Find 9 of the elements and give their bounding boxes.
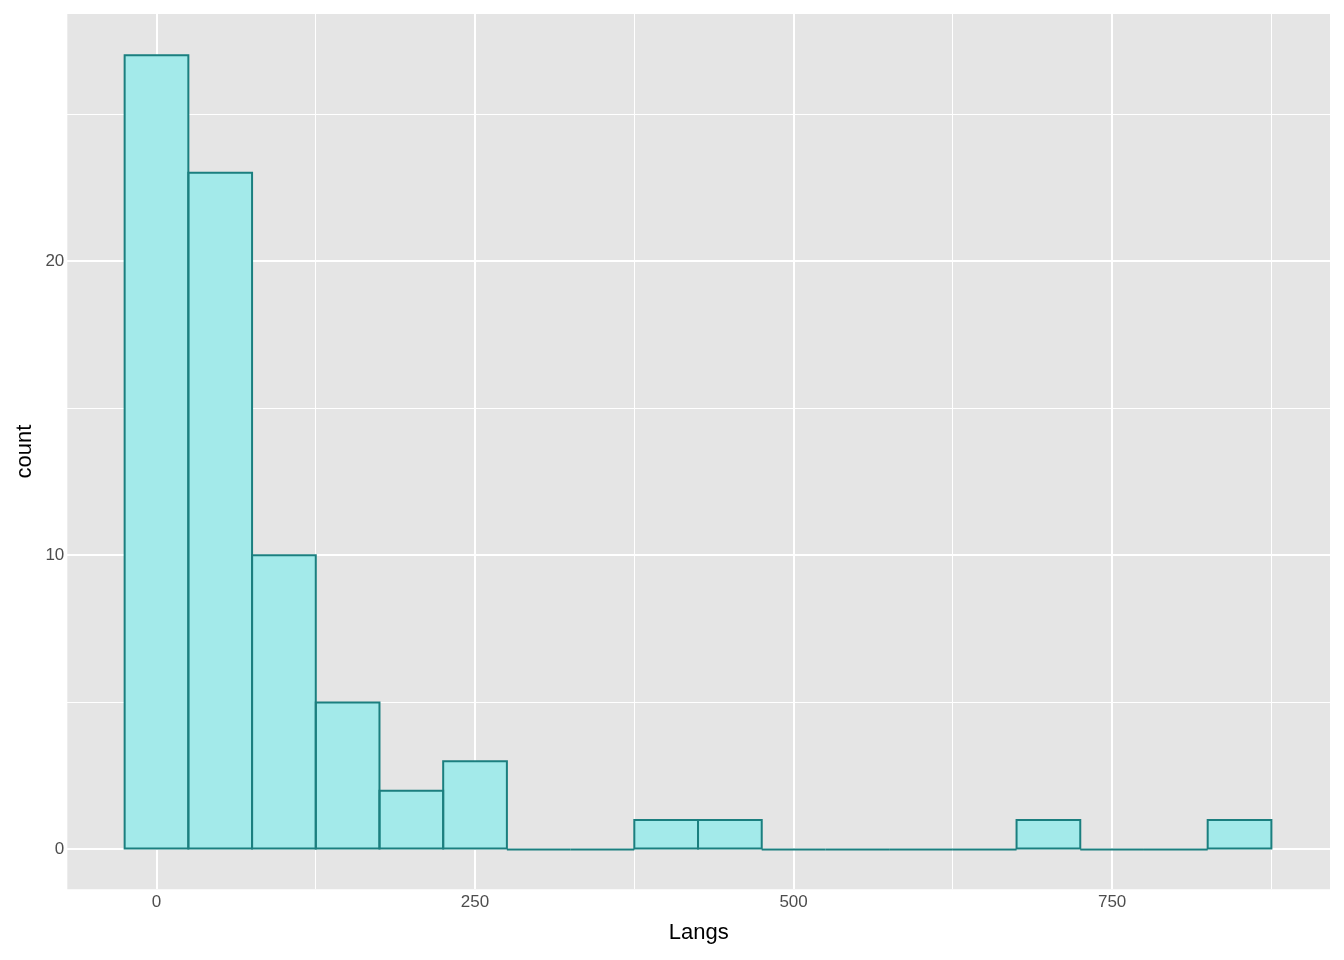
y-tick-label: 10 bbox=[45, 544, 65, 564]
x-tick-label: 750 bbox=[1097, 892, 1127, 912]
x-tick-label: 500 bbox=[779, 892, 808, 912]
x-tick-label: 0 bbox=[151, 892, 162, 912]
y-tick-label: 0 bbox=[54, 839, 65, 859]
x-axis-title: Langs bbox=[668, 918, 729, 944]
y-axis-title: count bbox=[11, 424, 37, 479]
y-tick-label: 20 bbox=[45, 250, 65, 270]
x-tick-label: 250 bbox=[460, 892, 490, 912]
